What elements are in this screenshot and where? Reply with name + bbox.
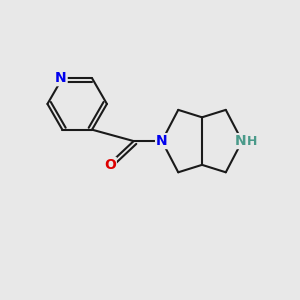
Text: N: N: [235, 134, 247, 148]
Text: N: N: [156, 134, 168, 148]
Text: N: N: [55, 71, 67, 85]
Text: O: O: [104, 158, 116, 172]
Text: H: H: [247, 135, 257, 148]
